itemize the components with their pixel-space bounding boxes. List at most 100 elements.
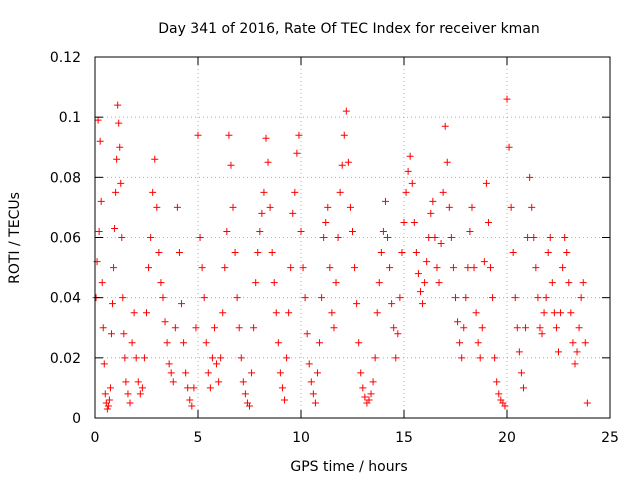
data-point xyxy=(388,300,396,308)
data-point xyxy=(320,234,328,241)
data-point xyxy=(120,330,128,338)
x-tick-label: 20 xyxy=(498,430,516,446)
data-point xyxy=(130,309,138,317)
data-point xyxy=(532,264,540,272)
data-point xyxy=(117,179,125,187)
data-point xyxy=(241,390,249,398)
data-point xyxy=(200,294,208,302)
data-point xyxy=(147,234,155,241)
data-point xyxy=(184,384,192,392)
data-point xyxy=(472,309,480,317)
data-point xyxy=(291,188,299,196)
data-point xyxy=(180,339,188,347)
data-point xyxy=(256,227,264,235)
data-point xyxy=(208,354,216,362)
data-point xyxy=(410,218,418,226)
data-point xyxy=(406,152,414,160)
data-point xyxy=(435,279,443,287)
data-point xyxy=(281,396,289,404)
data-point xyxy=(186,396,194,404)
data-point xyxy=(262,134,270,142)
data-point xyxy=(299,264,307,272)
data-point xyxy=(260,188,268,196)
data-point xyxy=(167,369,175,377)
data-point xyxy=(536,324,544,332)
data-point xyxy=(381,197,389,205)
x-tick-label: 25 xyxy=(601,430,619,446)
data-point xyxy=(441,122,449,130)
data-point xyxy=(336,188,344,196)
data-point xyxy=(425,234,433,241)
data-point xyxy=(398,249,406,257)
data-point xyxy=(132,354,140,362)
data-point xyxy=(258,209,266,217)
data-point xyxy=(515,348,523,356)
data-point xyxy=(561,234,569,241)
data-point xyxy=(313,369,321,377)
data-point xyxy=(153,203,161,211)
data-point xyxy=(206,384,214,392)
data-point xyxy=(330,324,338,332)
data-point xyxy=(565,279,573,287)
data-point xyxy=(456,339,464,347)
y-tick-label: 0.1 xyxy=(59,110,81,126)
chart-title: Day 341 of 2016, Rate Of TEC Index for r… xyxy=(158,21,540,37)
data-point xyxy=(332,279,340,287)
x-tick-label: 5 xyxy=(194,430,203,446)
data-point xyxy=(375,279,383,287)
data-point xyxy=(264,158,272,166)
data-point xyxy=(173,203,181,211)
data-point xyxy=(357,369,365,377)
data-point xyxy=(452,294,459,302)
data-point xyxy=(359,384,367,392)
data-point xyxy=(305,360,313,368)
data-point xyxy=(278,384,286,392)
data-point xyxy=(511,294,519,302)
x-axis-label: GPS time / hours xyxy=(290,459,407,475)
data-point xyxy=(491,354,499,362)
data-point xyxy=(443,158,451,166)
data-point xyxy=(194,131,202,139)
data-point xyxy=(484,218,492,226)
y-tick-label: 0.02 xyxy=(50,351,81,367)
data-point xyxy=(316,339,324,347)
data-point xyxy=(505,143,513,151)
data-point xyxy=(421,279,429,287)
data-point xyxy=(254,249,262,257)
data-point xyxy=(513,324,521,332)
data-point xyxy=(402,188,410,196)
data-point xyxy=(552,324,560,332)
data-point xyxy=(231,249,239,257)
data-point xyxy=(538,330,546,338)
data-point xyxy=(301,294,309,302)
data-point xyxy=(474,339,482,347)
data-point xyxy=(103,405,111,413)
data-point xyxy=(400,218,408,226)
data-point xyxy=(326,264,334,272)
data-point xyxy=(519,384,527,392)
data-point xyxy=(567,309,575,317)
data-point xyxy=(215,378,223,386)
data-point xyxy=(229,203,237,211)
data-point xyxy=(431,234,439,241)
data-point xyxy=(470,264,478,272)
data-point xyxy=(155,249,163,257)
data-point xyxy=(355,339,363,347)
data-point xyxy=(307,378,315,386)
data-point xyxy=(157,279,165,287)
data-point xyxy=(419,300,427,308)
data-point xyxy=(107,330,115,338)
data-point xyxy=(454,318,462,326)
data-point xyxy=(334,234,342,241)
data-point xyxy=(178,300,186,308)
data-point xyxy=(445,203,453,211)
data-point xyxy=(548,279,556,287)
data-point xyxy=(145,264,153,272)
data-point xyxy=(540,309,548,317)
data-point xyxy=(338,161,346,169)
data-point xyxy=(297,227,305,235)
data-point xyxy=(396,294,404,302)
data-point xyxy=(542,294,550,302)
data-point xyxy=(128,339,136,347)
